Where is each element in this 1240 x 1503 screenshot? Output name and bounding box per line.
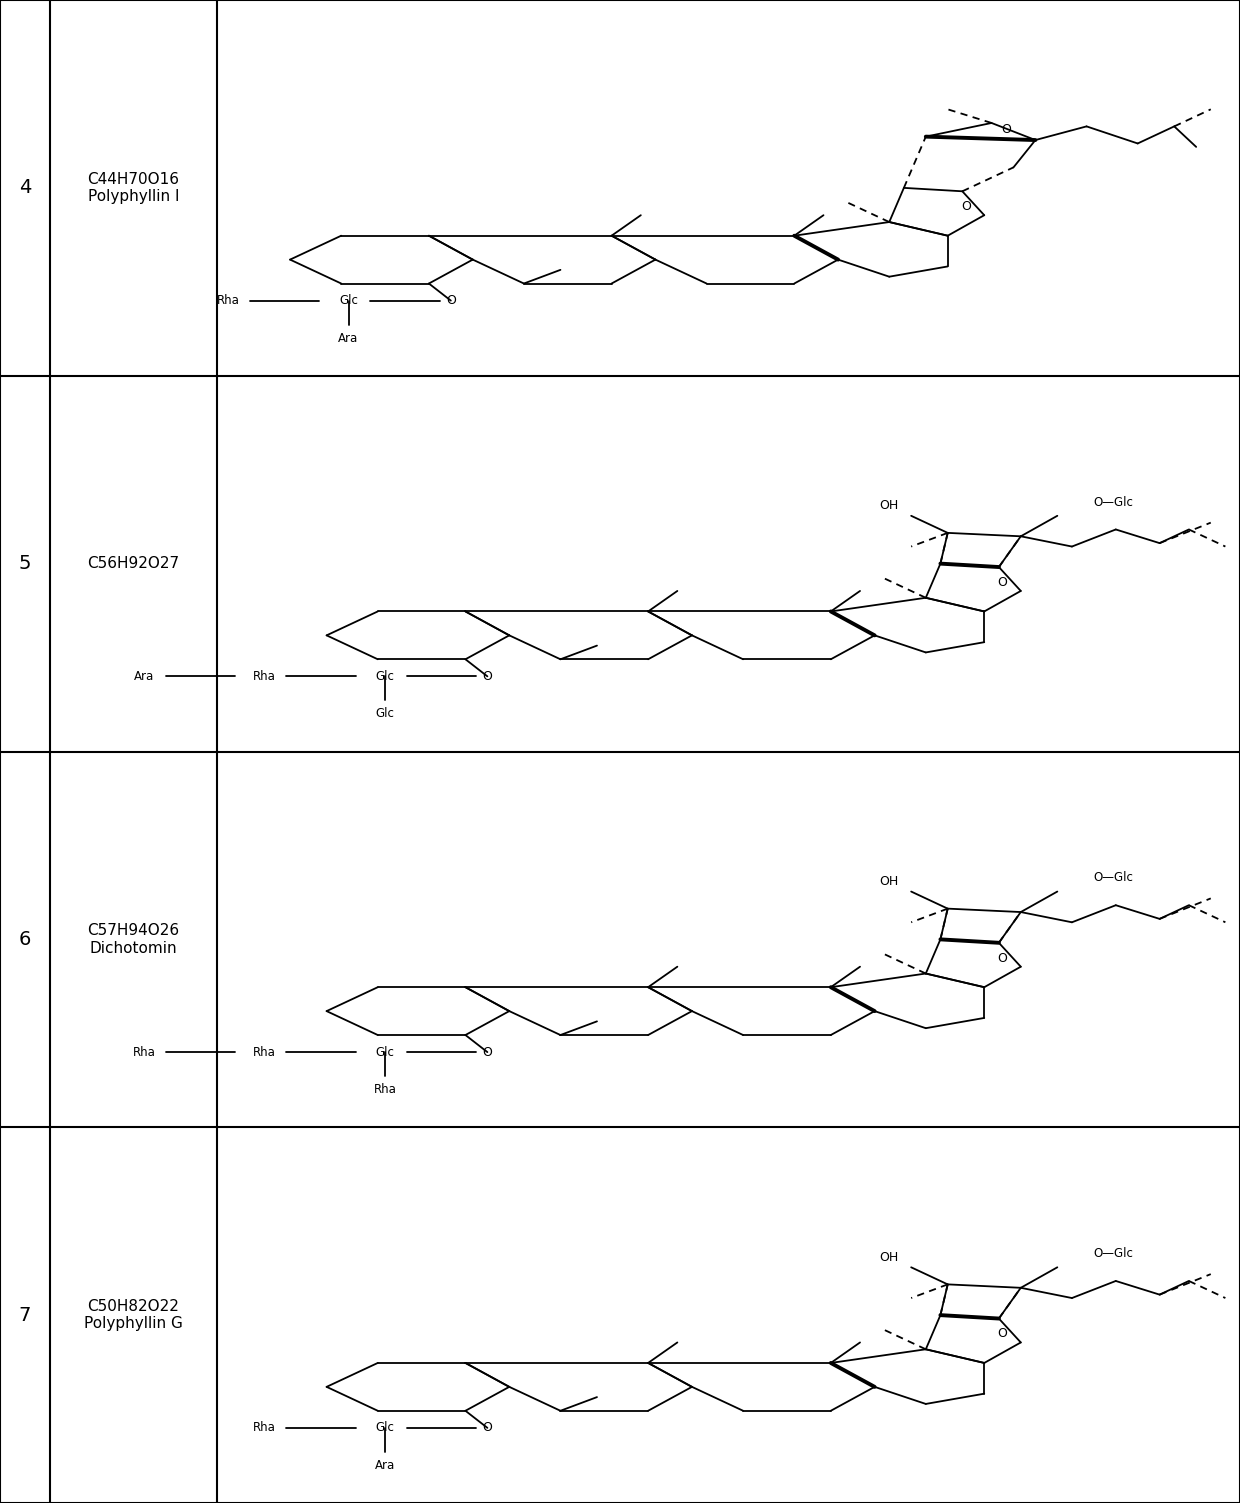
Text: 6: 6 — [19, 930, 31, 948]
Text: O—Glc: O—Glc — [1094, 1247, 1133, 1260]
Text: OH: OH — [879, 1250, 899, 1264]
Text: O: O — [961, 200, 971, 213]
Text: Rha: Rha — [217, 295, 239, 307]
Text: O: O — [998, 1327, 1007, 1341]
Text: 4: 4 — [19, 179, 31, 197]
Text: OH: OH — [879, 875, 899, 888]
Text: Ara: Ara — [374, 1459, 396, 1471]
Text: Glc: Glc — [339, 295, 358, 307]
Text: O—Glc: O—Glc — [1094, 496, 1133, 508]
Text: 5: 5 — [19, 555, 31, 573]
Text: Rha: Rha — [373, 1084, 397, 1096]
Text: C44H70O16
Polyphyllin I: C44H70O16 Polyphyllin I — [87, 171, 180, 204]
Text: O: O — [482, 670, 492, 682]
Text: Glc: Glc — [376, 1046, 394, 1058]
Text: O: O — [1001, 123, 1011, 137]
Text: O: O — [446, 295, 456, 307]
Text: O: O — [998, 576, 1007, 589]
Text: C57H94O26
Dichotomin: C57H94O26 Dichotomin — [87, 923, 180, 956]
Text: C50H82O22
Polyphyllin G: C50H82O22 Polyphyllin G — [84, 1299, 182, 1332]
Text: Rha: Rha — [253, 670, 277, 682]
Text: Rha: Rha — [253, 1046, 277, 1058]
Text: 7: 7 — [19, 1306, 31, 1324]
Text: C56H92O27: C56H92O27 — [87, 556, 180, 571]
Text: Glc: Glc — [376, 670, 394, 682]
Text: Rha: Rha — [253, 1422, 277, 1434]
Text: O: O — [482, 1046, 492, 1058]
Text: Ara: Ara — [134, 670, 154, 682]
Text: Rha: Rha — [133, 1046, 155, 1058]
Text: O: O — [482, 1422, 492, 1434]
Text: Glc: Glc — [376, 1422, 394, 1434]
Text: OH: OH — [879, 499, 899, 513]
Text: Glc: Glc — [376, 708, 394, 720]
Text: Ara: Ara — [339, 332, 358, 344]
Text: O—Glc: O—Glc — [1094, 872, 1133, 884]
Text: O: O — [998, 951, 1007, 965]
